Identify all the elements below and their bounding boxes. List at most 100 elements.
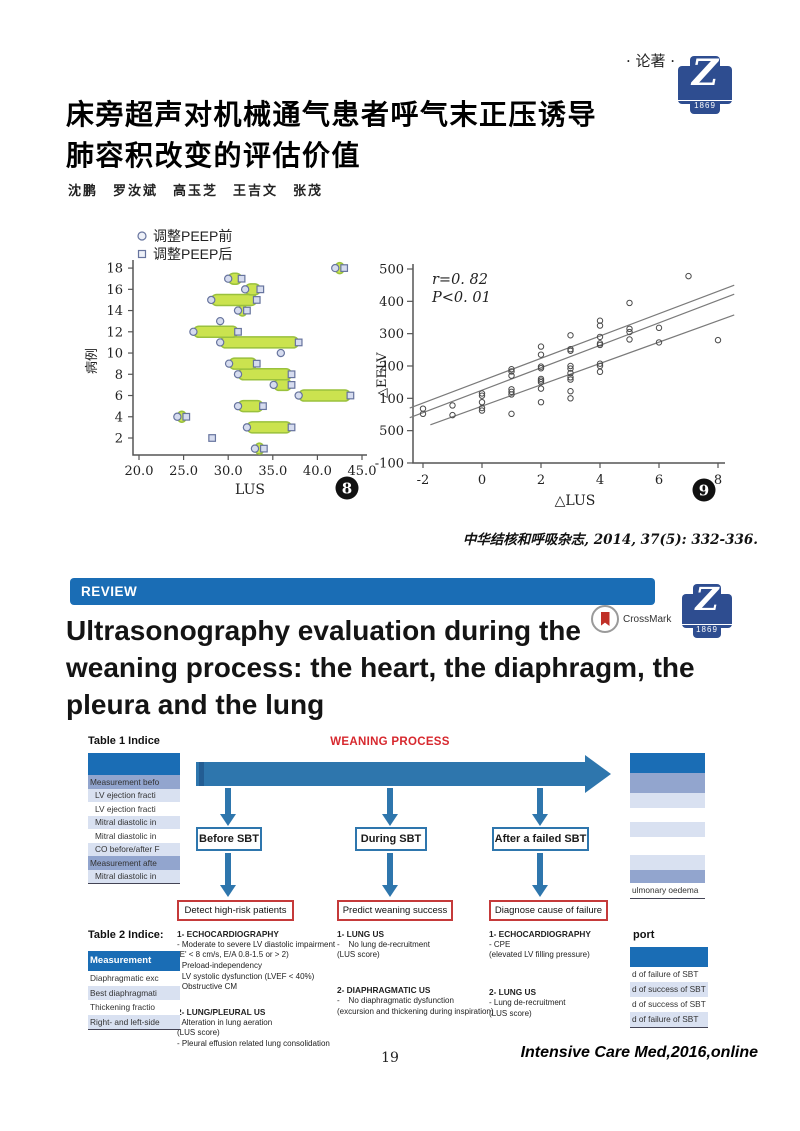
logo-year: 1869 <box>678 100 732 110</box>
stage-block-line: - Obstructive CM <box>177 982 238 992</box>
stage-details-before: 1- ECHOCARDIOGRAPHY - Moderate to severe … <box>177 929 345 1049</box>
down-arrow <box>537 788 543 814</box>
table-row: Measurement befo <box>88 775 180 789</box>
crossmark-badge: CrossMark <box>591 605 671 633</box>
logo-shape <box>682 593 732 629</box>
svg-text:病例: 病例 <box>84 348 99 374</box>
svg-text:100: 100 <box>379 392 404 407</box>
table-row: Mitral diastolic in <box>88 815 180 829</box>
table-row: Right- and left-side <box>88 1014 180 1029</box>
svg-text:14: 14 <box>106 304 123 319</box>
table-row: d of failure of SBT <box>630 967 708 982</box>
category-label: · 论著 · <box>626 52 676 70</box>
figure-8-chart: 调整PEEP前 调整PEEP后 2 4 6 8 10 12 14 16 18 20.0 25.0 30.0… <box>56 224 390 525</box>
stage-box-during-sbt: During SBT <box>355 827 427 851</box>
stage-block-line: - Preload-independency <box>177 961 262 971</box>
stage-block-heading: 1- ECHOCARDIOGRAPHY <box>177 929 279 939</box>
journal-z-logo-icon: Z 1869 <box>682 580 732 638</box>
paper2-title-line2: weaning process: the heart, the diaphrag… <box>66 652 695 683</box>
table2-fragment: Measurement Diaphragmatic exc Best diaphra… <box>88 951 180 1030</box>
logo-letter: Z <box>695 580 719 618</box>
weaning-arrow <box>196 762 586 786</box>
paper1-title-line1: 床旁超声对机械通气患者呼气末正压诱导 <box>66 99 598 130</box>
stage-block-line: - Moderate to severe LV diastolic impair… <box>177 939 336 949</box>
table-row <box>630 947 708 967</box>
crossmark-bookmark-icon <box>600 612 610 626</box>
svg-text:25.0: 25.0 <box>169 464 198 479</box>
svg-text:4: 4 <box>115 410 123 425</box>
table-row <box>630 870 705 883</box>
stage-block-line: (LUS score) <box>177 1028 220 1038</box>
stage-block-line: (E' < 8 cm/s, E/A 0.8-1.5 or > 2) <box>177 950 289 960</box>
svg-text:8: 8 <box>342 480 352 498</box>
weaning-process-flowchart: Table 1 Indice Measurement befo LV ejecti… <box>0 722 800 1062</box>
svg-text:4: 4 <box>596 473 604 488</box>
table1-fragment: Measurement befo LV ejection fracti LV eje… <box>88 753 180 884</box>
svg-text:调整PEEP后: 调整PEEP后 <box>153 246 232 262</box>
action-box-predict: Predict weaning success <box>337 900 453 921</box>
stage-block-line: (elevated LV filling pressure) <box>489 950 590 960</box>
svg-text:6: 6 <box>115 389 123 404</box>
down-arrow-head-icon <box>220 885 236 897</box>
down-arrow-head-icon <box>382 814 398 826</box>
stage-block-line: (LUS score) <box>337 950 380 960</box>
svg-text:45.0: 45.0 <box>348 464 377 479</box>
logo-year: 1869 <box>682 624 732 634</box>
table1-caption: Table 1 Indice <box>88 735 160 747</box>
table2-right-caption: port <box>633 929 655 941</box>
stage-block-line: - No lung de-recruitment <box>337 939 430 949</box>
paper2-title-line1: Ultrasonography evaluation during the <box>66 615 581 646</box>
table-row: LV ejection fracti <box>88 802 180 816</box>
action-box-diagnose: Diagnose cause of failure <box>489 900 608 921</box>
table-row: ulmonary oedema <box>630 883 705 898</box>
table1-right-fragment: ulmonary oedema <box>630 753 705 899</box>
stage-block-line: - CPE <box>489 939 511 949</box>
paper1-title-line2: 肺容积改变的评估价值 <box>66 140 362 171</box>
svg-text:12: 12 <box>106 325 123 340</box>
down-arrow-head-icon <box>220 814 236 826</box>
svg-text:500: 500 <box>379 263 404 278</box>
crossmark-icon <box>591 605 619 633</box>
action-box-detect: Detect high-risk patients <box>177 900 294 921</box>
svg-text:P<0. 01: P<0. 01 <box>431 290 491 306</box>
table-row <box>630 855 705 870</box>
table-row: Measurement <box>88 951 180 971</box>
svg-text:20.0: 20.0 <box>125 464 154 479</box>
weaning-arrow-head-icon <box>585 755 611 793</box>
stage-block-line: - Alteration in lung aeration <box>177 1017 273 1027</box>
svg-text:2: 2 <box>537 473 545 488</box>
svg-text:6: 6 <box>655 473 663 488</box>
stage-block-heading: 2- LUNG US <box>489 987 537 998</box>
down-arrow-head-icon <box>382 885 398 897</box>
svg-text:300: 300 <box>379 327 404 342</box>
down-arrow <box>387 788 393 814</box>
down-arrow <box>225 788 231 814</box>
stage-details-after: 1- ECHOCARDIOGRAPHY - CPE (elevated LV fil… <box>489 929 619 1019</box>
table-row: Measurement afte <box>88 856 180 870</box>
down-arrow <box>387 853 393 885</box>
table-row: Best diaphragmati <box>88 985 180 1000</box>
svg-text:18: 18 <box>106 262 123 277</box>
svg-text:2: 2 <box>115 432 123 447</box>
review-banner: REVIEW <box>70 578 655 605</box>
svg-text:400: 400 <box>379 295 404 310</box>
stage-block-heading: 2- LUNG/PLEURAL US <box>177 1006 266 1017</box>
paper2-title-line3: pleura and the lung <box>66 689 325 720</box>
table-row: Diaphragmatic exc <box>88 971 180 986</box>
svg-text:0: 0 <box>478 473 486 488</box>
stage-block-line: - Pleural effusion related lung consolid… <box>177 1038 330 1048</box>
table-row: Mitral diastolic in <box>88 869 180 883</box>
down-arrow <box>225 853 231 885</box>
svg-text:40.0: 40.0 <box>303 464 332 479</box>
svg-text:-100: -100 <box>375 456 404 471</box>
table-row: LV ejection fracti <box>88 788 180 802</box>
down-arrow-head-icon <box>532 885 548 897</box>
journal-z-logo-icon: Z 1869 <box>678 52 732 114</box>
svg-text:△EELV: △EELV <box>375 352 390 398</box>
crossmark-label: CrossMark <box>623 613 672 625</box>
stage-block-heading: 1- ECHOCARDIOGRAPHY <box>489 929 591 939</box>
table2-right-fragment: d of failure of SBT d of success of SBT d … <box>630 947 708 1028</box>
paper1-title: 床旁超声对机械通气患者呼气末正压诱导 肺容积改变的评估价值 <box>66 94 597 176</box>
